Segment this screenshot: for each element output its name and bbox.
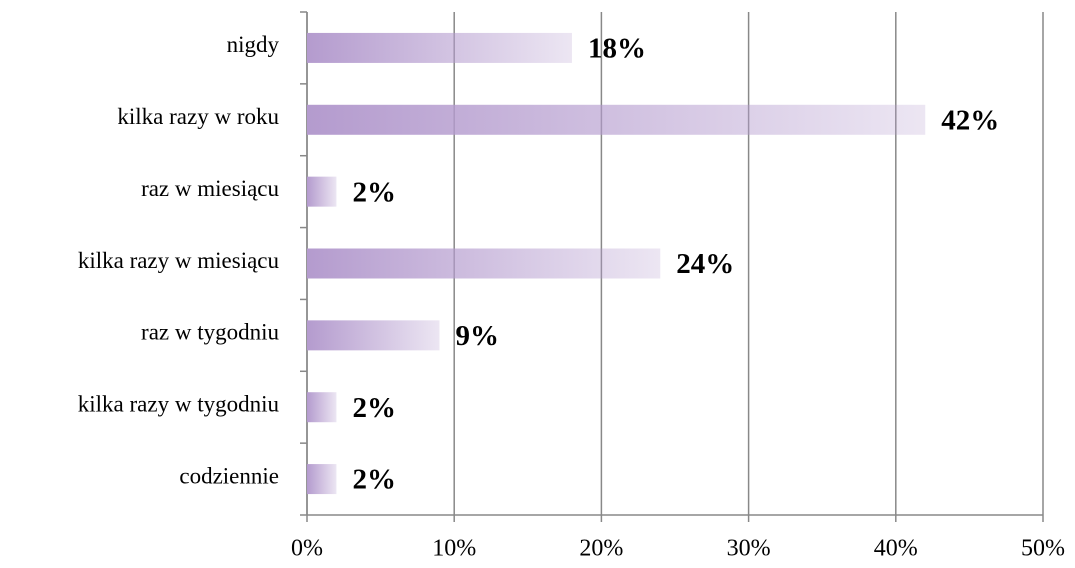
- y-tick-label: codziennie: [179, 463, 279, 488]
- value-label: 9%: [455, 320, 499, 352]
- x-tick-label: 20%: [579, 536, 623, 562]
- bar: [307, 320, 440, 351]
- value-label: 18%: [588, 33, 646, 65]
- bar: [307, 392, 337, 423]
- x-tick-label: 30%: [727, 536, 771, 562]
- value-label: 42%: [941, 104, 999, 136]
- value-label: 2%: [352, 176, 396, 208]
- y-tick-label: raz w miesiącu: [141, 176, 279, 201]
- x-tick-label: 0%: [291, 536, 323, 562]
- x-tick-label: 40%: [874, 536, 918, 562]
- value-label: 2%: [352, 392, 396, 424]
- bar: [307, 248, 661, 279]
- bar: [307, 32, 572, 63]
- y-tick-label: nigdy: [227, 32, 280, 57]
- y-tick-label: kilka razy w miesiącu: [78, 248, 280, 273]
- x-tick-label: 10%: [432, 536, 476, 562]
- value-label: 2%: [352, 464, 396, 496]
- y-tick-label: kilka razy w tygodniu: [78, 391, 280, 416]
- bar: [307, 104, 926, 135]
- y-tick-label: kilka razy w roku: [117, 104, 279, 129]
- bar: [307, 464, 337, 495]
- bar: [307, 176, 337, 207]
- x-tick-label: 50%: [1021, 536, 1065, 562]
- value-label: 24%: [676, 248, 734, 280]
- y-tick-label: raz w tygodniu: [141, 320, 279, 345]
